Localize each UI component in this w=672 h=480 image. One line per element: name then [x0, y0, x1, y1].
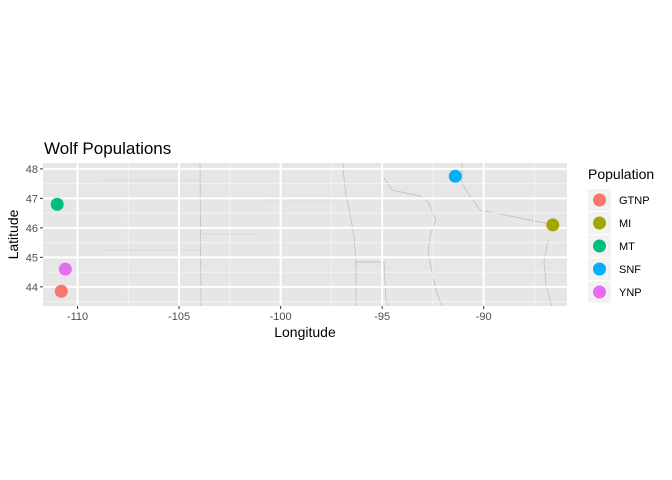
legend-key-gtnp: [593, 193, 606, 207]
y-tick-label: 46: [26, 223, 38, 235]
legend-label-gtnp: GTNP: [619, 195, 650, 207]
y-tick-label: 45: [26, 252, 38, 264]
chart-title: Wolf Populations: [44, 139, 171, 158]
state-border: [461, 163, 481, 211]
point-ynp: [58, 262, 72, 276]
grid-minor: [43, 163, 567, 306]
point-gtnp: [54, 284, 68, 298]
point-mi: [546, 218, 560, 232]
legend-label-ynp: YNP: [619, 287, 642, 299]
legend: Population GTNP MI MT SNF YNP: [588, 166, 654, 303]
legend-key-snf: [593, 262, 606, 276]
state-border: [543, 239, 553, 307]
legend-key-mi: [593, 216, 606, 230]
y-tick-label: 48: [26, 164, 38, 176]
state-border: [199, 162, 202, 307]
x-tick-label: -110: [67, 311, 88, 323]
y-tick-label: 47: [26, 193, 38, 205]
panel-background: [43, 163, 567, 306]
x-tick-label: -95: [374, 311, 390, 323]
y-axis-title: Latitude: [5, 209, 21, 259]
plot-panel: [43, 162, 567, 307]
legend-label-snf: SNF: [619, 264, 641, 276]
x-axis-ticks: -110 -105 -100 -95 -90: [67, 306, 492, 323]
y-tick-label: 44: [26, 282, 38, 294]
x-tick-label: -100: [270, 311, 292, 323]
point-mt: [50, 197, 64, 211]
y-axis-ticks: 44 45 46 47 48: [26, 164, 43, 294]
legend-label-mi: MI: [619, 218, 631, 230]
state-border: [427, 219, 443, 307]
grid-major: [43, 163, 567, 306]
legend-title: Population: [588, 166, 654, 182]
legend-label-mt: MT: [619, 241, 635, 253]
state-border: [356, 261, 389, 307]
legend-key-ynp: [593, 285, 606, 299]
point-snf: [448, 169, 462, 183]
x-axis-title: Longitude: [274, 324, 336, 340]
state-border: [383, 177, 437, 221]
legend-key-mt: [593, 239, 606, 253]
x-tick-label: -105: [168, 311, 190, 323]
x-tick-label: -90: [476, 311, 492, 323]
data-points: [50, 169, 560, 298]
legend-items: GTNP MI MT SNF YNP: [588, 189, 650, 303]
